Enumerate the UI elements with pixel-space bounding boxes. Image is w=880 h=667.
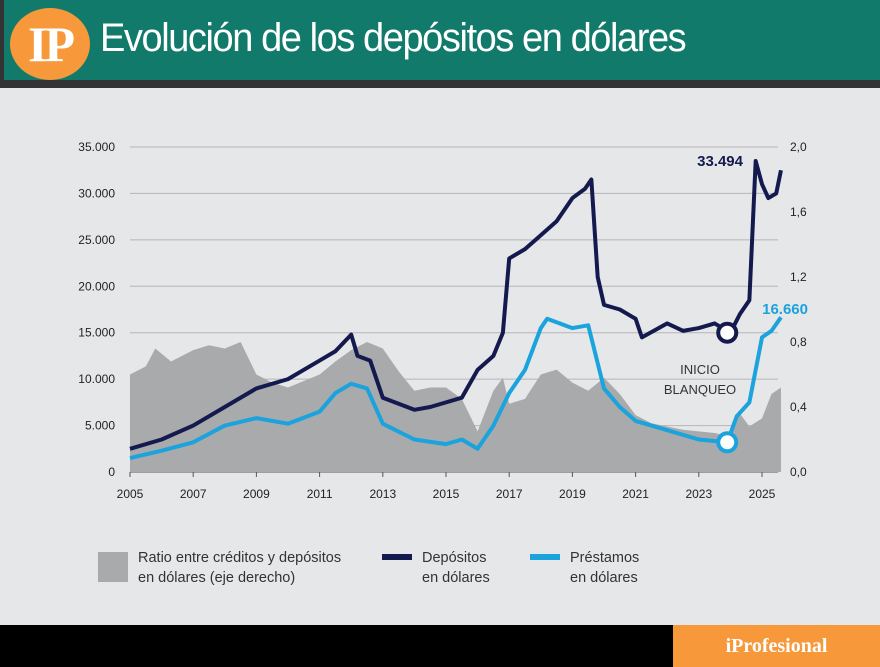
legend-swatch-deposits — [382, 554, 412, 560]
y-left-tick-label: 15.000 — [78, 326, 115, 340]
legend-swatch-ratio — [98, 552, 128, 582]
y-left-tick-label: 20.000 — [78, 279, 115, 293]
annotation-blanqueo: BLANQUEO — [664, 382, 736, 397]
x-tick-label: 2021 — [622, 487, 649, 501]
legend-label: en dólares (eje derecho) — [138, 570, 296, 586]
x-tick-label: 2023 — [685, 487, 712, 501]
legend-label: en dólares — [570, 570, 638, 586]
y-right-tick-label: 0,8 — [790, 335, 807, 349]
blanqueo-marker-deposits — [716, 321, 739, 344]
ip-logo: IP — [10, 8, 90, 80]
y-right-tick-label: 0,0 — [790, 465, 807, 479]
y-right-tick-label: 1,2 — [790, 270, 807, 284]
header-title-bar — [4, 0, 880, 80]
y-left-tick-label: 5.000 — [85, 419, 115, 433]
x-tick-label: 2011 — [307, 487, 333, 501]
y-left-tick-label: 10.000 — [78, 372, 115, 386]
x-tick-label: 2009 — [243, 487, 270, 501]
page-title: Evolución de los depósitos en dólares — [100, 16, 687, 60]
annotation-inicio: INICIO — [680, 362, 720, 377]
legend-item-deposits: Depósitos en dólares — [382, 548, 490, 588]
deposits-peak-label: 33.494 — [697, 153, 744, 170]
x-tick-label: 2025 — [749, 487, 776, 501]
x-tick-label: 2015 — [433, 487, 460, 501]
blanqueo-marker-loans — [716, 431, 739, 454]
y-right-tick-label: 2,0 — [790, 140, 807, 154]
legend-swatch-loans — [530, 554, 560, 560]
legend-label: Depósitos — [422, 550, 487, 566]
legend-label: en dólares — [422, 570, 490, 586]
loans-last-label: 16.660 — [762, 301, 808, 318]
y-right-tick-label: 1,6 — [790, 205, 807, 219]
x-tick-label: 2019 — [559, 487, 586, 501]
y-left-tick-label: 30.000 — [78, 186, 115, 200]
y-left-tick-label: 0 — [108, 465, 115, 479]
x-tick-label: 2007 — [180, 487, 207, 501]
legend-item-ratio: Ratio entre créditos y depósitos en dólar… — [98, 548, 341, 588]
x-tick-label: 2013 — [369, 487, 396, 501]
y-left-tick-label: 35.000 — [78, 140, 115, 154]
legend-label: Préstamos — [570, 550, 640, 566]
legend-item-loans: Préstamos en dólares — [530, 548, 639, 588]
y-left-tick-label: 25.000 — [78, 233, 115, 247]
chart: 0 5.000 10.000 15.000 20.000 25.000 30.000 35.0… — [78, 140, 808, 501]
ratio-area — [130, 342, 781, 472]
x-tick-label: 2005 — [117, 487, 144, 501]
iprofesional-brand: iProfesional — [673, 625, 880, 667]
y-right-tick-label: 0,4 — [790, 400, 807, 414]
x-tick-label: 2017 — [496, 487, 523, 501]
legend-label: Ratio entre créditos y depósitos — [138, 550, 342, 566]
